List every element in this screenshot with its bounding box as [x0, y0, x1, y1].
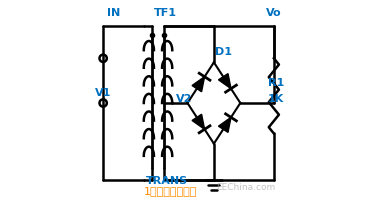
- Text: EEChina.com: EEChina.com: [216, 183, 275, 192]
- Text: TRANS: TRANS: [146, 176, 188, 186]
- Text: 1K: 1K: [268, 94, 284, 104]
- Text: IN: IN: [107, 8, 121, 18]
- Text: D1: D1: [215, 47, 232, 57]
- Polygon shape: [192, 114, 205, 129]
- Text: R1: R1: [268, 78, 284, 88]
- Polygon shape: [218, 117, 231, 132]
- Polygon shape: [192, 77, 205, 92]
- Text: TF1: TF1: [154, 8, 177, 18]
- Polygon shape: [218, 74, 231, 89]
- Text: V1: V1: [95, 88, 111, 98]
- Text: V2: V2: [176, 94, 193, 104]
- Text: Vo: Vo: [266, 8, 281, 18]
- Text: 1、桥式整流电路: 1、桥式整流电路: [144, 186, 197, 197]
